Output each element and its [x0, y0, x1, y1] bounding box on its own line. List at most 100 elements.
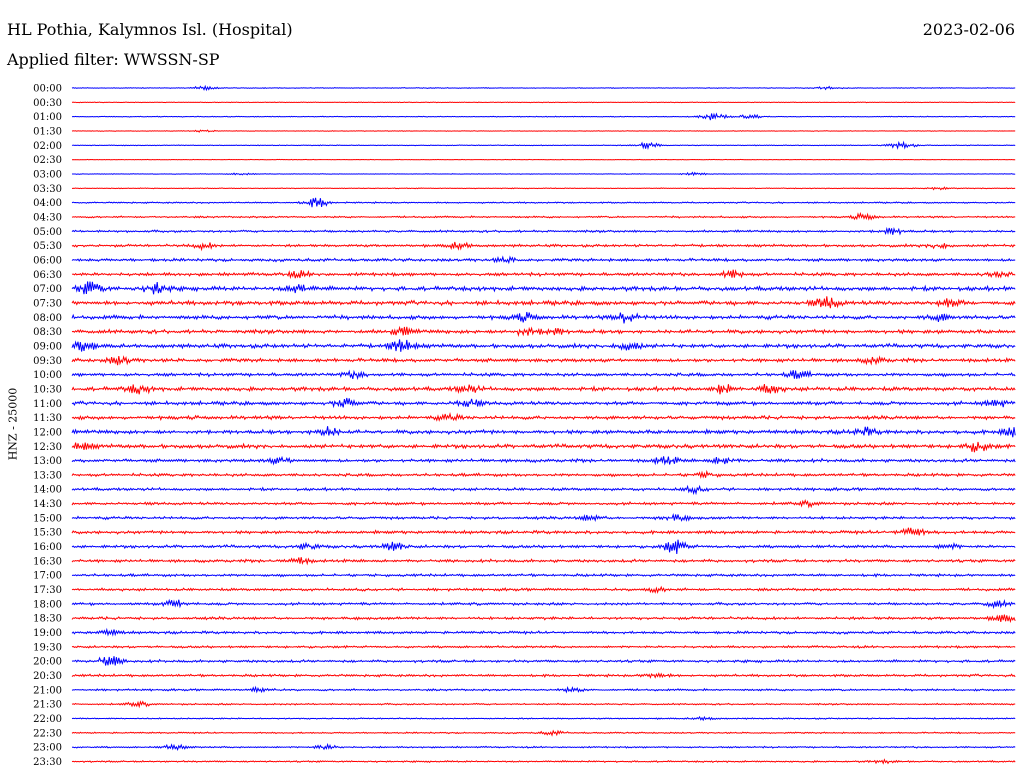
trace-row: [71, 411, 1016, 422]
trace-row: [71, 527, 1016, 537]
time-label: 06:30: [33, 270, 62, 281]
time-label: 21:00: [33, 685, 62, 696]
time-label: 05:30: [33, 241, 62, 252]
time-label: 05:00: [33, 227, 62, 238]
time-label: 11:00: [33, 399, 62, 410]
trace-row: [71, 355, 1016, 366]
trace-row: [71, 129, 1016, 133]
trace-row: [71, 627, 1016, 637]
trace-row: [71, 397, 1016, 409]
trace-row: [71, 644, 1016, 650]
time-label: 15:00: [33, 513, 62, 524]
time-label: 23:00: [33, 743, 62, 754]
time-label: 12:30: [33, 442, 62, 453]
record-date: 2023-02-06: [922, 20, 1015, 39]
time-label: 01:00: [33, 112, 62, 123]
time-label: 08:00: [33, 313, 62, 324]
time-label: 18:30: [33, 614, 62, 625]
time-label: 22:00: [33, 714, 62, 725]
trace-row: [71, 614, 1016, 624]
time-label: 12:00: [33, 427, 62, 438]
time-label: 16:00: [33, 542, 62, 553]
trace-row: [71, 226, 1016, 236]
time-label: 04:00: [33, 198, 62, 209]
trace-row: [71, 598, 1016, 610]
trace-row: [71, 325, 1016, 337]
trace-row: [71, 311, 1016, 324]
trace-row: [71, 241, 1016, 252]
trace-row: [71, 339, 1016, 352]
trace-row: [71, 268, 1016, 280]
station-title: HL Pothia, Kalymnos Isl. (Hospital): [7, 20, 293, 39]
trace-row: [71, 84, 1016, 92]
time-label: 07:30: [33, 298, 62, 309]
time-label: 13:30: [33, 470, 62, 481]
trace-row: [71, 112, 1016, 121]
trace-row: [71, 539, 1016, 554]
trace-row: [71, 211, 1016, 221]
trace-row: [71, 557, 1016, 566]
time-label: 03:30: [33, 184, 62, 195]
trace-row: [71, 296, 1016, 309]
time-label: 06:00: [33, 255, 62, 266]
trace-row: [71, 484, 1016, 496]
time-label: 13:00: [33, 456, 62, 467]
trace-row: [71, 455, 1016, 466]
trace-row: [71, 715, 1016, 722]
time-label: 21:30: [33, 700, 62, 711]
time-label: 00:00: [33, 84, 62, 95]
trace-row: [71, 171, 1016, 177]
time-label: 17:30: [33, 585, 62, 596]
time-label: 08:30: [33, 327, 62, 338]
time-label: 02:00: [33, 141, 62, 152]
time-label: 20:00: [33, 657, 62, 668]
time-label: 00:30: [33, 98, 62, 109]
trace-row: [71, 158, 1016, 161]
time-label: 03:00: [33, 169, 62, 180]
time-label: 20:30: [33, 671, 62, 682]
trace-row: [71, 758, 1016, 765]
trace-row: [71, 255, 1016, 265]
time-label: 10:00: [33, 370, 62, 381]
time-label: 19:30: [33, 642, 62, 653]
time-label: 17:00: [33, 571, 62, 582]
trace-row: [71, 369, 1016, 381]
time-label: 04:30: [33, 212, 62, 223]
trace-row: [71, 426, 1016, 438]
time-label: 16:30: [33, 556, 62, 567]
time-label: 18:00: [33, 599, 62, 610]
trace-row: [71, 469, 1016, 480]
time-label: 09:00: [33, 341, 62, 352]
time-label: 07:00: [33, 284, 62, 295]
trace-row: [71, 140, 1016, 150]
time-label: 22:30: [33, 728, 62, 739]
trace-row: [71, 572, 1016, 578]
trace-row: [71, 729, 1016, 737]
time-label: 10:30: [33, 384, 62, 395]
trace-row: [71, 101, 1016, 104]
trace-row: [71, 281, 1016, 295]
time-label: 19:00: [33, 628, 62, 639]
trace-row: [71, 197, 1016, 208]
time-label: 01:30: [33, 126, 62, 137]
trace-row: [71, 512, 1016, 522]
time-label: 02:30: [33, 155, 62, 166]
trace-row: [71, 498, 1016, 509]
trace-row: [71, 441, 1016, 453]
trace-row: [71, 685, 1016, 694]
time-label: 23:30: [33, 757, 62, 768]
trace-row: [71, 672, 1016, 679]
time-label: 14:30: [33, 499, 62, 510]
trace-row: [71, 700, 1016, 709]
time-label: 09:30: [33, 356, 62, 367]
time-label: 15:30: [33, 528, 62, 539]
trace-row: [71, 186, 1016, 191]
trace-row: [71, 742, 1016, 751]
filter-label: Applied filter: WWSSN-SP: [7, 50, 220, 69]
trace-row: [71, 656, 1016, 666]
time-label: 14:00: [33, 485, 62, 496]
trace-row: [71, 585, 1016, 594]
trace-row: [71, 384, 1016, 395]
time-label: 11:30: [33, 413, 62, 424]
